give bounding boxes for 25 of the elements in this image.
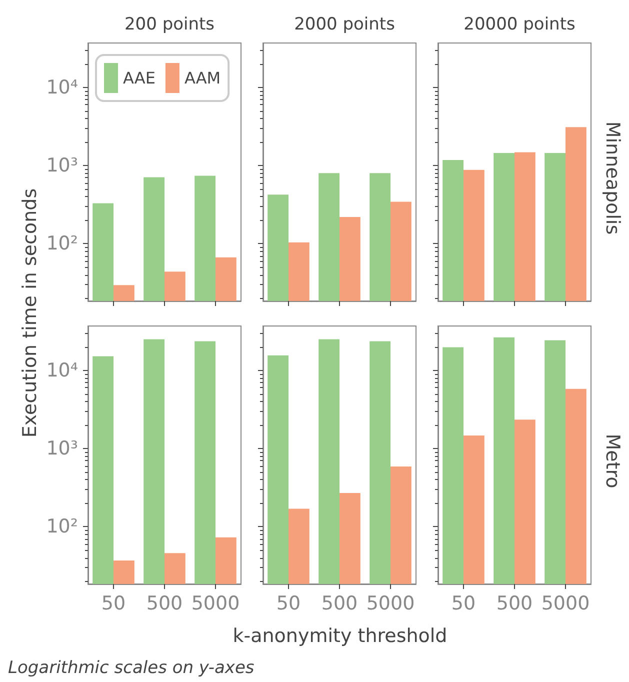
x-tick-label: 50: [276, 592, 301, 614]
x-tick-label: 50: [451, 592, 476, 614]
y-tick-label: 10³: [46, 154, 78, 177]
x-tick-label: 500: [146, 592, 183, 614]
y-axis-title: Execution time in seconds: [19, 188, 41, 438]
chart-title: 20000 points: [464, 14, 576, 34]
text: Logarithmic scales on y-axes: [8, 658, 254, 678]
x-axis-title: k-anonymity threshold: [232, 625, 448, 647]
chart-title: 200 points: [124, 14, 215, 34]
y-tick-label: 10³: [46, 438, 78, 460]
legend-label: AAM: [184, 68, 221, 88]
x-tick-label: 50: [101, 592, 126, 614]
y2-axis-title: Metro: [602, 434, 624, 488]
legend-label: AAE: [123, 68, 156, 88]
x-tick-label: 5000: [366, 592, 415, 614]
x-tick-label: 500: [321, 592, 358, 614]
x-tick-label: 5000: [541, 592, 590, 614]
chart-title: 2000 points: [294, 14, 396, 34]
y-tick-label: 10²: [46, 232, 78, 255]
y-tick-label: 10⁴: [46, 359, 78, 382]
y-tick-label: 10²: [46, 516, 78, 538]
x-tick-label: 500: [496, 592, 533, 614]
y-tick-label: 10⁴: [46, 76, 78, 98]
y2-axis-title: Minneapolis: [602, 121, 624, 235]
x-tick-label: 5000: [191, 592, 240, 614]
